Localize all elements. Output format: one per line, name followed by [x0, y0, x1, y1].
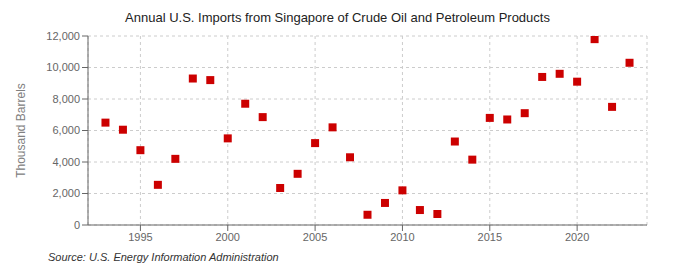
svg-text:10,000: 10,000: [46, 61, 80, 73]
svg-text:12,000: 12,000: [46, 30, 80, 42]
svg-text:2010: 2010: [390, 231, 414, 243]
svg-text:6,000: 6,000: [52, 124, 80, 136]
svg-text:Thousand Barrels: Thousand Barrels: [14, 83, 28, 178]
svg-text:2000: 2000: [216, 231, 240, 243]
svg-text:0: 0: [74, 219, 80, 231]
svg-text:1995: 1995: [128, 231, 152, 243]
svg-text:2015: 2015: [478, 231, 502, 243]
svg-text:2020: 2020: [565, 231, 589, 243]
html-text:Annual U.S. Imports from Singa: Annual U.S. Imports from Singapore of Cr…: [125, 10, 550, 25]
svg-text:2005: 2005: [303, 231, 327, 243]
svg-text:4,000: 4,000: [52, 156, 80, 168]
html-text:Source: U.S. Energy Informatio: Source: U.S. Energy Information Administ…: [48, 251, 279, 263]
svg-text:2,000: 2,000: [52, 187, 80, 199]
svg-text:8,000: 8,000: [52, 93, 80, 105]
